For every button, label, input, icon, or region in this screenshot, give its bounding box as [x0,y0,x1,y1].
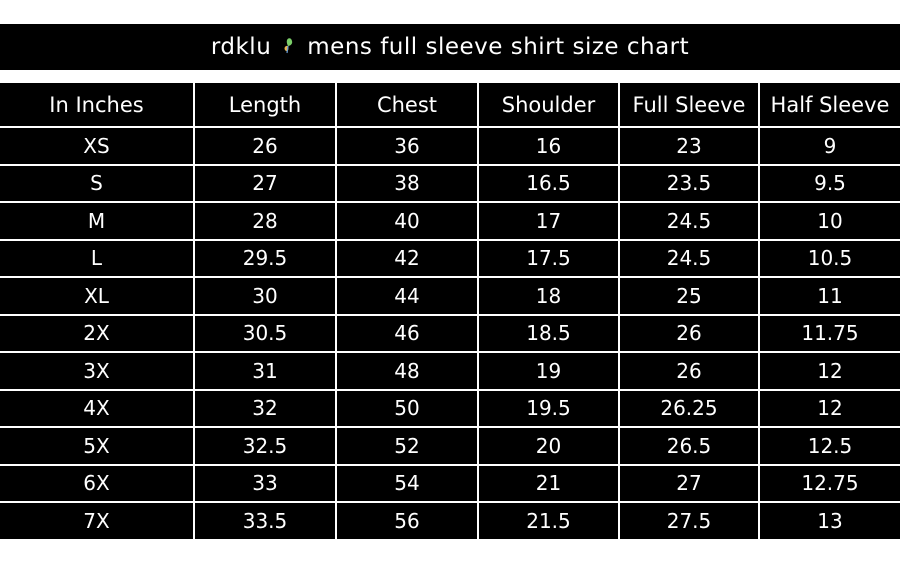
measurement-cell: 27 [620,465,758,501]
column-header: Half Sleeve [760,83,900,126]
size-label-cell: XL [0,278,193,314]
measurement-cell: 18.5 [479,315,618,351]
measurement-cell: 25 [620,278,758,314]
measurement-cell: 32 [195,390,335,426]
size-label-cell: 3X [0,353,193,389]
size-chart-table: In Inches Length Chest Shoulder Full Sleeve H… [0,83,900,539]
measurement-cell: 24.5 [620,240,758,276]
measurement-cell: 38 [337,165,477,201]
measurement-cell: 11 [760,278,900,314]
measurement-cell: 30 [195,278,335,314]
size-label-cell: S [0,165,193,201]
measurement-cell: 27.5 [620,503,758,539]
measurement-cell: 18 [479,278,618,314]
measurement-cell: 56 [337,503,477,539]
measurement-cell: 12.5 [760,428,900,464]
measurement-cell: 12 [760,353,900,389]
size-label-cell: 7X [0,503,193,539]
measurement-cell: 17.5 [479,240,618,276]
column-header: Length [195,83,335,126]
measurement-cell: 9 [760,128,900,164]
measurement-cell: 20 [479,428,618,464]
measurement-cell: 26 [620,315,758,351]
measurement-cell: 17 [479,203,618,239]
measurement-cell: 13 [760,503,900,539]
measurement-cell: 36 [337,128,477,164]
measurement-cell: 10 [760,203,900,239]
measurement-cell: 27 [195,165,335,201]
column-header: Shoulder [479,83,618,126]
measurement-cell: 32.5 [195,428,335,464]
measurement-cell: 33.5 [195,503,335,539]
measurement-cell: 19.5 [479,390,618,426]
measurement-cell: 10.5 [760,240,900,276]
measurement-cell: 31 [195,353,335,389]
butterfly-icon [281,34,295,60]
measurement-cell: 44 [337,278,477,314]
chart-title: mens full sleeve shirt size chart [307,34,690,60]
size-label-cell: 5X [0,428,193,464]
measurement-cell: 52 [337,428,477,464]
size-label-cell: 6X [0,465,193,501]
measurement-cell: 29.5 [195,240,335,276]
measurement-cell: 23.5 [620,165,758,201]
brand-name: rdklu [210,34,272,60]
column-header: Chest [337,83,477,126]
measurement-cell: 23 [620,128,758,164]
size-label-cell: 2X [0,315,193,351]
measurement-cell: 19 [479,353,618,389]
measurement-cell: 30.5 [195,315,335,351]
measurement-cell: 26.25 [620,390,758,426]
size-label-cell: XS [0,128,193,164]
size-label-cell: M [0,203,193,239]
measurement-cell: 48 [337,353,477,389]
measurement-cell: 26.5 [620,428,758,464]
measurement-cell: 26 [195,128,335,164]
measurement-cell: 16 [479,128,618,164]
measurement-cell: 12 [760,390,900,426]
column-header: Full Sleeve [620,83,758,126]
measurement-cell: 50 [337,390,477,426]
size-label-cell: L [0,240,193,276]
measurement-cell: 26 [620,353,758,389]
measurement-cell: 24.5 [620,203,758,239]
measurement-cell: 9.5 [760,165,900,201]
measurement-cell: 46 [337,315,477,351]
measurement-cell: 12.75 [760,465,900,501]
measurement-cell: 54 [337,465,477,501]
measurement-cell: 21.5 [479,503,618,539]
measurement-cell: 33 [195,465,335,501]
measurement-cell: 42 [337,240,477,276]
title-bar: rdklu mens full sleeve shirt size chart [0,24,900,70]
measurement-cell: 11.75 [760,315,900,351]
measurement-cell: 40 [337,203,477,239]
measurement-cell: 21 [479,465,618,501]
measurement-cell: 16.5 [479,165,618,201]
size-label-cell: 4X [0,390,193,426]
measurement-cell: 28 [195,203,335,239]
column-header: In Inches [0,83,193,126]
